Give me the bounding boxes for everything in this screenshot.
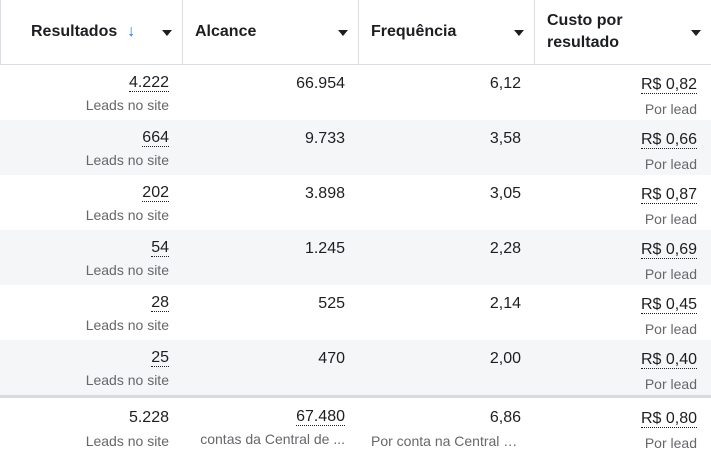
resultados-value[interactable]: 25 xyxy=(151,349,169,367)
frequencia-cell: 3,05 xyxy=(359,175,535,230)
resultados-cell: 664 Leads no site xyxy=(0,120,183,175)
resultados-value[interactable]: 202 xyxy=(142,184,169,202)
custo-value[interactable]: R$ 0,87 xyxy=(640,186,697,204)
custo-value[interactable]: R$ 0,40 xyxy=(640,351,697,369)
total-frequencia-cell: 6,86 Por conta na Central d... xyxy=(359,398,535,458)
resultados-label: Leads no site xyxy=(85,97,169,113)
alcance-value: 525 xyxy=(318,295,345,312)
custo-value[interactable]: R$ 0,66 xyxy=(640,131,697,149)
frequencia-value: 3,58 xyxy=(489,130,521,147)
resultados-cell: 202 Leads no site xyxy=(0,175,183,230)
frequencia-value: 2,14 xyxy=(489,295,521,312)
frequencia-value: 3,05 xyxy=(489,185,521,202)
results-table: Resultados ↓ Alcance Frequência Custo po… xyxy=(0,0,711,458)
total-resultados-cell: 5.228 Leads no site xyxy=(0,398,183,458)
alcance-value: 3.898 xyxy=(304,185,345,202)
caret-down-icon[interactable] xyxy=(162,30,172,36)
caret-down-icon[interactable] xyxy=(691,30,701,36)
total-resultados-value: 5.228 xyxy=(128,409,169,426)
resultados-label: Leads no site xyxy=(85,207,169,223)
total-custo-cell: R$ 0,80 Por lead xyxy=(535,398,711,458)
sort-descending-icon: ↓ xyxy=(127,23,136,40)
custo-cell: R$ 0,87 Por lead xyxy=(535,175,711,230)
frequencia-value: 2,00 xyxy=(489,350,521,367)
custo-value[interactable]: R$ 0,82 xyxy=(640,76,697,94)
resultados-value[interactable]: 54 xyxy=(151,239,169,257)
column-header-custo-por-resultado[interactable]: Custo por resultado xyxy=(535,0,711,64)
custo-cell: R$ 0,45 Por lead xyxy=(535,285,711,340)
column-header-label: Frequência xyxy=(371,23,457,40)
frequencia-cell: 2,14 xyxy=(359,285,535,340)
frequencia-value: 6,12 xyxy=(489,75,521,92)
alcance-cell: 1.245 xyxy=(183,230,359,285)
table-header: Resultados ↓ Alcance Frequência Custo po… xyxy=(0,0,711,65)
column-header-label: Resultados xyxy=(31,23,118,40)
frequencia-cell: 2,00 xyxy=(359,340,535,395)
custo-label: Por lead xyxy=(644,266,697,282)
frequencia-value: 2,28 xyxy=(489,240,521,257)
custo-cell: R$ 0,69 Por lead xyxy=(535,230,711,285)
alcance-value: 470 xyxy=(318,350,345,367)
total-frequencia-value: 6,86 xyxy=(489,409,521,426)
custo-cell: R$ 0,40 Por lead xyxy=(535,340,711,395)
frequencia-cell: 6,12 xyxy=(359,65,535,120)
total-custo-label: Por lead xyxy=(644,435,697,451)
resultados-label: Leads no site xyxy=(85,152,169,168)
resultados-value[interactable]: 4.222 xyxy=(128,74,169,92)
alcance-value: 1.245 xyxy=(304,240,345,257)
table-row: 4.222 Leads no site 66.954 6,12 R$ 0,82 Por l… xyxy=(0,65,711,120)
resultados-label: Leads no site xyxy=(85,262,169,278)
resultados-label: Leads no site xyxy=(85,372,169,388)
custo-label: Por lead xyxy=(644,156,697,172)
alcance-cell: 9.733 xyxy=(183,120,359,175)
custo-label: Por lead xyxy=(644,376,697,392)
custo-value[interactable]: R$ 0,69 xyxy=(640,241,697,259)
table-row: 54 Leads no site 1.245 2,28 R$ 0,69 Por lead xyxy=(0,230,711,285)
column-header-frequencia[interactable]: Frequência xyxy=(359,0,535,64)
resultados-cell: 28 Leads no site xyxy=(0,285,183,340)
total-resultados-label: Leads no site xyxy=(85,433,169,449)
table-row: 28 Leads no site 525 2,14 R$ 0,45 Por lead xyxy=(0,285,711,340)
table-body: 4.222 Leads no site 66.954 6,12 R$ 0,82 Por l… xyxy=(0,65,711,395)
column-header-label: Custo por resultado xyxy=(547,12,623,51)
column-header-resultados[interactable]: Resultados ↓ xyxy=(0,0,183,64)
custo-value[interactable]: R$ 0,45 xyxy=(640,296,697,314)
resultados-cell: 54 Leads no site xyxy=(0,230,183,285)
totals-row: 5.228 Leads no site 67.480 contas da Cen… xyxy=(0,398,711,458)
total-alcance-cell: 67.480 contas da Central de ... xyxy=(183,398,359,458)
resultados-value[interactable]: 664 xyxy=(142,129,169,147)
alcance-value: 66.954 xyxy=(296,75,345,92)
alcance-cell: 525 xyxy=(183,285,359,340)
column-header-label: Alcance xyxy=(195,23,257,40)
alcance-cell: 3.898 xyxy=(183,175,359,230)
alcance-cell: 470 xyxy=(183,340,359,395)
column-header-alcance[interactable]: Alcance xyxy=(183,0,359,64)
custo-label: Por lead xyxy=(644,211,697,227)
caret-down-icon[interactable] xyxy=(514,30,524,36)
custo-cell: R$ 0,82 Por lead xyxy=(535,65,711,120)
caret-down-icon[interactable] xyxy=(338,30,348,36)
table-row: 664 Leads no site 9.733 3,58 R$ 0,66 Por lead xyxy=(0,120,711,175)
total-frequencia-label: Por conta na Central d... xyxy=(371,433,521,449)
custo-cell: R$ 0,66 Por lead xyxy=(535,120,711,175)
resultados-cell: 4.222 Leads no site xyxy=(0,65,183,120)
custo-label: Por lead xyxy=(644,321,697,337)
total-custo-value[interactable]: R$ 0,80 xyxy=(640,410,697,428)
total-alcance-value[interactable]: 67.480 xyxy=(296,408,345,426)
resultados-cell: 25 Leads no site xyxy=(0,340,183,395)
frequencia-cell: 3,58 xyxy=(359,120,535,175)
alcance-cell: 66.954 xyxy=(183,65,359,120)
resultados-label: Leads no site xyxy=(85,317,169,333)
totals-divider xyxy=(0,395,711,398)
frequencia-cell: 2,28 xyxy=(359,230,535,285)
alcance-value: 9.733 xyxy=(304,130,345,147)
resultados-value[interactable]: 28 xyxy=(151,294,169,312)
custo-label: Por lead xyxy=(644,101,697,117)
table-row: 25 Leads no site 470 2,00 R$ 0,40 Por lead xyxy=(0,340,711,395)
total-alcance-label: contas da Central de ... xyxy=(200,431,345,447)
table-row: 202 Leads no site 3.898 3,05 R$ 0,87 Por lead xyxy=(0,175,711,230)
